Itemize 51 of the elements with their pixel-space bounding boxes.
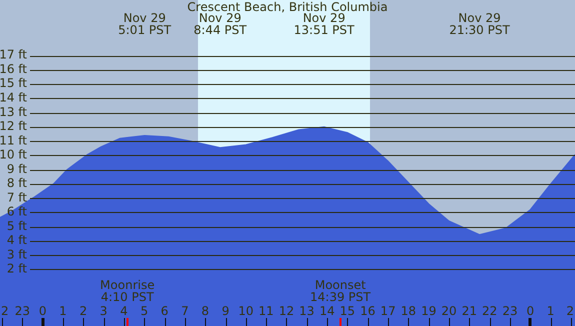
x-tick-label: 6 (160, 304, 168, 318)
y-tick-label: 17 ft (0, 48, 28, 62)
y-tick-label: 5 ft (6, 218, 28, 233)
x-tick-label: 7 (181, 304, 189, 318)
y-tick-label: 10 ft (0, 148, 28, 162)
x-tick-label: 1 (546, 304, 554, 318)
x-tick-label: 18 (400, 304, 416, 318)
y-tick-label: 4 ft (6, 233, 28, 248)
y-tick-label: 7 ft (6, 190, 28, 204)
chart-title: Crescent Beach, British Columbia (187, 0, 388, 14)
annotation: Nov 29 21:30 PST (449, 11, 510, 37)
x-tick-label: 0 (526, 304, 534, 318)
x-tick-label: 4 (120, 304, 128, 318)
x-tick-label: 2 (79, 304, 88, 318)
ref-line-label: Moonset 14:39 PST (310, 278, 372, 304)
x-tick-label: 16 (360, 304, 376, 318)
y-tick-label: 16 ft (0, 62, 28, 76)
y-tick-label: 13 ft (0, 104, 28, 119)
x-tick-label: 17 (380, 304, 396, 318)
x-tick-label: 19 (421, 304, 436, 318)
ref-line-label: Moonrise 4:10 PST (100, 278, 155, 304)
y-tick-label: 9 ft (6, 162, 28, 176)
x-tick-label: 15 (340, 304, 356, 318)
x-tick-label: 12 (278, 304, 294, 318)
y-tick-label: 3 ft (6, 247, 28, 262)
annotation: Nov 29 8:44 PST (194, 11, 248, 37)
x-tick-label: 0 (38, 304, 46, 318)
x-tick-label: 23 (502, 304, 518, 318)
x-tick-label: 5 (140, 304, 148, 318)
x-tick-label: 3 (100, 304, 108, 318)
x-tick-label: 22 (482, 304, 498, 318)
x-tick-label: 8 (201, 304, 210, 318)
x-tick-label: 2 (566, 304, 574, 318)
y-tick-label: 11 ft (0, 133, 28, 148)
x-tick-label: 20 (441, 304, 457, 318)
annotation: Nov 29 13:51 PST (294, 11, 356, 37)
x-tick-label: 21 (462, 304, 477, 318)
x-tick-label: 1 (59, 304, 67, 318)
x-tick-label: 23 (14, 304, 30, 318)
x-tick-label: 13 (299, 304, 314, 318)
x-tick-label: 11 (258, 304, 274, 318)
x-tick-label: 2 (0, 304, 9, 318)
y-tick-label: 2 ft (6, 262, 28, 276)
x-tick-label: 10 (238, 304, 254, 318)
y-tick-label: 12 ft (0, 119, 28, 134)
y-tick-label: 15 ft (0, 76, 28, 90)
y-tick-label: 14 ft (0, 90, 28, 105)
x-tick-label: 9 (222, 304, 230, 318)
y-tick-label: 8 ft (6, 176, 28, 190)
annotation: Nov 29 5:01 PST (118, 11, 172, 37)
x-tick-label: 14 (319, 304, 335, 318)
